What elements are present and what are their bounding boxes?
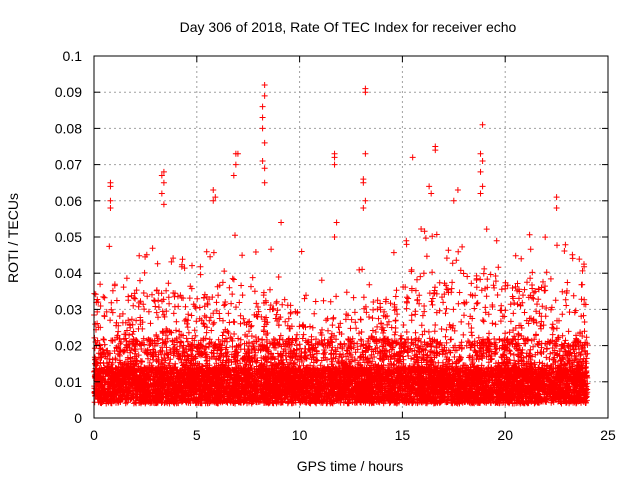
x-axis-ticks: 0 5 10 15 20 25 bbox=[90, 56, 616, 443]
scatter-point bbox=[360, 179, 367, 186]
x-tick-label: 20 bbox=[497, 427, 513, 443]
x-tick-label: 10 bbox=[292, 427, 308, 443]
scatter-point bbox=[479, 157, 486, 164]
scatter-point bbox=[230, 172, 237, 179]
scatter-point bbox=[360, 205, 367, 212]
scatter-point bbox=[107, 197, 114, 204]
x-tick-label: 0 bbox=[90, 427, 98, 443]
x-tick-label: 25 bbox=[600, 427, 616, 443]
scatter-point bbox=[553, 194, 560, 201]
scatter-point bbox=[298, 248, 305, 255]
y-axis-label: ROTI / TECUs bbox=[5, 193, 21, 283]
scatter-point bbox=[477, 190, 484, 197]
scatter-point-cloud bbox=[91, 226, 591, 407]
scatter-point bbox=[210, 186, 217, 193]
y-tick-label: 0.02 bbox=[55, 338, 82, 354]
scatter-point bbox=[428, 190, 435, 197]
y-tick-label: 0.05 bbox=[55, 229, 82, 245]
scatter-point bbox=[259, 103, 266, 110]
scatter-point bbox=[234, 150, 241, 157]
scatter-point bbox=[333, 219, 340, 226]
x-tick-label: 5 bbox=[193, 427, 201, 443]
scatter-point bbox=[261, 165, 268, 172]
scatter-point bbox=[450, 197, 457, 204]
scatter-point bbox=[331, 161, 338, 168]
scatter-point bbox=[259, 157, 266, 164]
scatter-point bbox=[261, 81, 268, 88]
scatter-point bbox=[259, 114, 266, 121]
scatter-point bbox=[479, 121, 486, 128]
scatter-point bbox=[261, 92, 268, 99]
y-axis-ticks: 0 0.01 0.02 0.03 0.04 0.05 0.06 0.07 0.08 0.09 0.1 bbox=[55, 48, 608, 426]
scatter-point bbox=[477, 150, 484, 157]
scatter-point bbox=[409, 154, 416, 161]
y-tick-label: 0.1 bbox=[63, 48, 83, 64]
scatter-point bbox=[158, 190, 165, 197]
scatter-point bbox=[331, 154, 338, 161]
y-tick-label: 0 bbox=[74, 410, 82, 426]
chart-title: Day 306 of 2018, Rate Of TEC Index for r… bbox=[180, 19, 517, 35]
scatter-point bbox=[261, 139, 268, 146]
scatter-point bbox=[278, 219, 285, 226]
scatter-point bbox=[362, 197, 369, 204]
y-tick-label: 0.06 bbox=[55, 193, 82, 209]
scatter-point bbox=[232, 161, 239, 168]
data-points bbox=[91, 81, 591, 407]
scatter-point bbox=[158, 172, 165, 179]
y-tick-label: 0.01 bbox=[55, 374, 82, 390]
scatter-point bbox=[331, 234, 338, 240]
scatter-point bbox=[362, 89, 369, 96]
y-tick-label: 0.09 bbox=[55, 84, 82, 100]
scatter-point bbox=[259, 125, 266, 132]
scatter-point bbox=[160, 201, 167, 208]
scatter-point bbox=[160, 179, 167, 186]
scatter-point bbox=[362, 150, 369, 157]
scatter-point bbox=[107, 205, 114, 212]
scatter-point bbox=[212, 194, 219, 201]
scatter-point bbox=[454, 186, 461, 193]
y-tick-label: 0.07 bbox=[55, 157, 82, 173]
scatter-point bbox=[477, 168, 484, 175]
scatter-point bbox=[210, 197, 217, 204]
y-tick-label: 0.03 bbox=[55, 301, 82, 317]
scatter-point bbox=[479, 183, 486, 190]
scatter-point bbox=[160, 168, 167, 175]
scatter-point bbox=[426, 183, 433, 190]
x-axis-label: GPS time / hours bbox=[297, 458, 404, 474]
scatter-point bbox=[107, 183, 114, 190]
x-tick-label: 15 bbox=[395, 427, 411, 443]
y-tick-label: 0.08 bbox=[55, 120, 82, 136]
scatter-point bbox=[261, 179, 268, 186]
scatter-point bbox=[553, 205, 560, 212]
y-tick-label: 0.04 bbox=[55, 265, 82, 281]
scatter-point bbox=[432, 147, 439, 154]
